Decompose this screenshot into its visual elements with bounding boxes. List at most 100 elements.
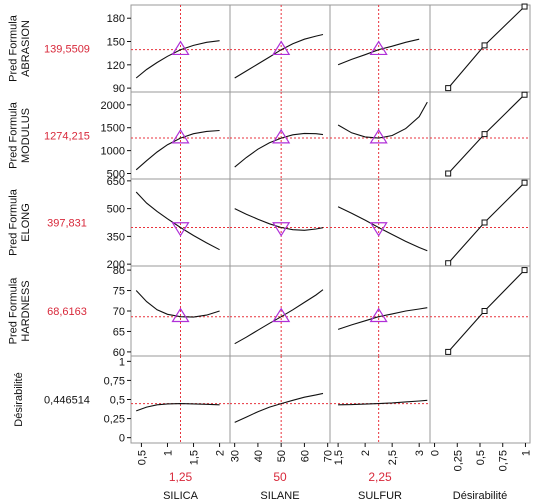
x-tick-label: 2,5: [387, 450, 399, 465]
cell-hardness-sulfur: [329, 265, 431, 357]
current-value-abrasion: 139,5509: [44, 44, 90, 56]
current-point-marker[interactable]: [272, 128, 291, 144]
y-tick-label: 180: [107, 13, 125, 25]
x-tick-label: 1,5: [189, 450, 201, 465]
y-tick-label: 1500: [101, 123, 125, 135]
y-tick-label: 1000: [101, 146, 125, 158]
y-tick-label: 65: [113, 326, 125, 338]
profile-trace: [234, 132, 324, 168]
profile-cells: [130, 3, 531, 444]
desirability-handle[interactable]: [481, 308, 488, 314]
current-point-marker[interactable]: [272, 307, 291, 323]
x-tick-label: 0,75: [498, 450, 510, 471]
x-tick-label: 2: [360, 450, 372, 456]
cell-abrasion-desirability: [429, 3, 531, 93]
profile-trace: [135, 129, 220, 171]
profile-trace: [337, 38, 420, 66]
profile-trace: [337, 307, 428, 330]
profile-trace: [135, 191, 220, 251]
current-point-marker[interactable]: [369, 307, 388, 323]
cell-abrasion-silica: [130, 4, 231, 93]
y-tick-label: 60: [113, 347, 125, 359]
y-tick-label: 200: [107, 259, 125, 271]
x-tick-label: 0: [430, 450, 442, 456]
cell-hardness-desirability: [429, 265, 531, 357]
cell-desirability-sulfur: [329, 355, 431, 444]
desirability-handle[interactable]: [445, 85, 452, 92]
y-tick-label: 500: [107, 169, 125, 181]
y-tick-label: 2000: [101, 100, 125, 112]
cell-abrasion-silane: [229, 4, 331, 93]
response-label-modulus: Pred FormulaMODULUS: [7, 101, 32, 169]
desirability-handle[interactable]: [445, 170, 452, 177]
factor-current-sulfur: 2,25: [368, 470, 392, 484]
profile-trace: [234, 289, 324, 345]
cell-desirability-silica: [130, 355, 231, 444]
y-tick-label: 0,5: [110, 395, 125, 407]
response-label-abrasion: Pred FormulaABRASION: [7, 14, 32, 82]
x-tick-label: 50: [276, 450, 288, 462]
desirability-handle[interactable]: [521, 91, 528, 98]
y-tick-label: 0: [119, 433, 125, 445]
x-tick-label: 2: [215, 450, 227, 456]
cell-frame: [429, 91, 531, 180]
cell-hardness-silica: [130, 265, 231, 357]
y-tick-label: 650: [107, 176, 125, 188]
y-tick-label: 70: [113, 306, 125, 318]
current-point-marker[interactable]: [369, 222, 388, 237]
response-label-hardness: Pred FormulaHARDNESS: [7, 277, 32, 345]
row-labels: Pred FormulaABRASION 139,5509 Pred Formula…: [7, 14, 90, 426]
profile-trace: [234, 392, 324, 423]
cell-elong-sulfur: [329, 178, 431, 267]
profile-trace: [234, 33, 324, 79]
profile-trace: [136, 403, 220, 412]
x-tick-label: 3: [414, 450, 426, 456]
desirability-handle[interactable]: [481, 42, 488, 49]
factor-current-silane: 50: [273, 470, 287, 484]
factor-name-sulfur: SULFUR: [358, 490, 402, 502]
desirability-handle[interactable]: [521, 179, 528, 186]
profile-trace: [337, 206, 428, 252]
current-point-marker[interactable]: [369, 128, 388, 144]
cell-hardness-silane: [229, 265, 331, 357]
desirability-handle[interactable]: [481, 131, 488, 138]
desirability-handle[interactable]: [481, 219, 488, 226]
x-tick-label: 40: [253, 450, 265, 462]
cell-elong-silica: [130, 178, 231, 267]
current-value-hardness: 68,6163: [47, 306, 87, 318]
x-tick-label: 1: [520, 450, 532, 456]
y-tick-label: 350: [107, 231, 125, 243]
response-label-elong: Pred FormulaELONG: [7, 188, 32, 256]
cell-frame: [329, 91, 431, 180]
x-tick-label: 1: [162, 450, 174, 456]
cell-frame: [229, 91, 331, 180]
profile-trace: [234, 208, 324, 231]
y-tick-label: 0,25: [104, 414, 125, 426]
desirability-handle[interactable]: [521, 267, 528, 274]
current-value-elong: 397,831: [47, 218, 87, 230]
y-tick-label: 90: [113, 83, 125, 95]
axes: 9012015018050010001500200020035050065060…: [101, 13, 533, 502]
y-tick-label: 0,75: [104, 375, 125, 387]
desirability-handle[interactable]: [445, 260, 452, 267]
cell-frame: [229, 4, 331, 93]
profile-trace: [337, 101, 428, 139]
y-tick-label: 80: [113, 265, 125, 277]
x-tick-label: 60: [299, 450, 311, 462]
current-point-marker[interactable]: [171, 128, 190, 144]
current-point-marker[interactable]: [171, 222, 190, 237]
factor-name-silica: SILICA: [163, 490, 199, 502]
cell-frame: [329, 355, 431, 444]
current-point-marker[interactable]: [171, 307, 190, 323]
current-point-marker[interactable]: [272, 40, 291, 56]
current-point-marker[interactable]: [272, 222, 291, 237]
desirability-handle[interactable]: [445, 348, 452, 355]
cell-elong-desirability: [429, 178, 531, 267]
cell-abrasion-sulfur: [329, 4, 431, 93]
factor-name-desirability: Désirabilité: [453, 490, 507, 502]
x-tick-label: 70: [323, 450, 335, 462]
current-point-marker[interactable]: [171, 40, 190, 56]
current-point-marker[interactable]: [369, 40, 388, 56]
desirability-handle[interactable]: [521, 3, 528, 10]
x-tick-label: 30: [230, 450, 242, 462]
